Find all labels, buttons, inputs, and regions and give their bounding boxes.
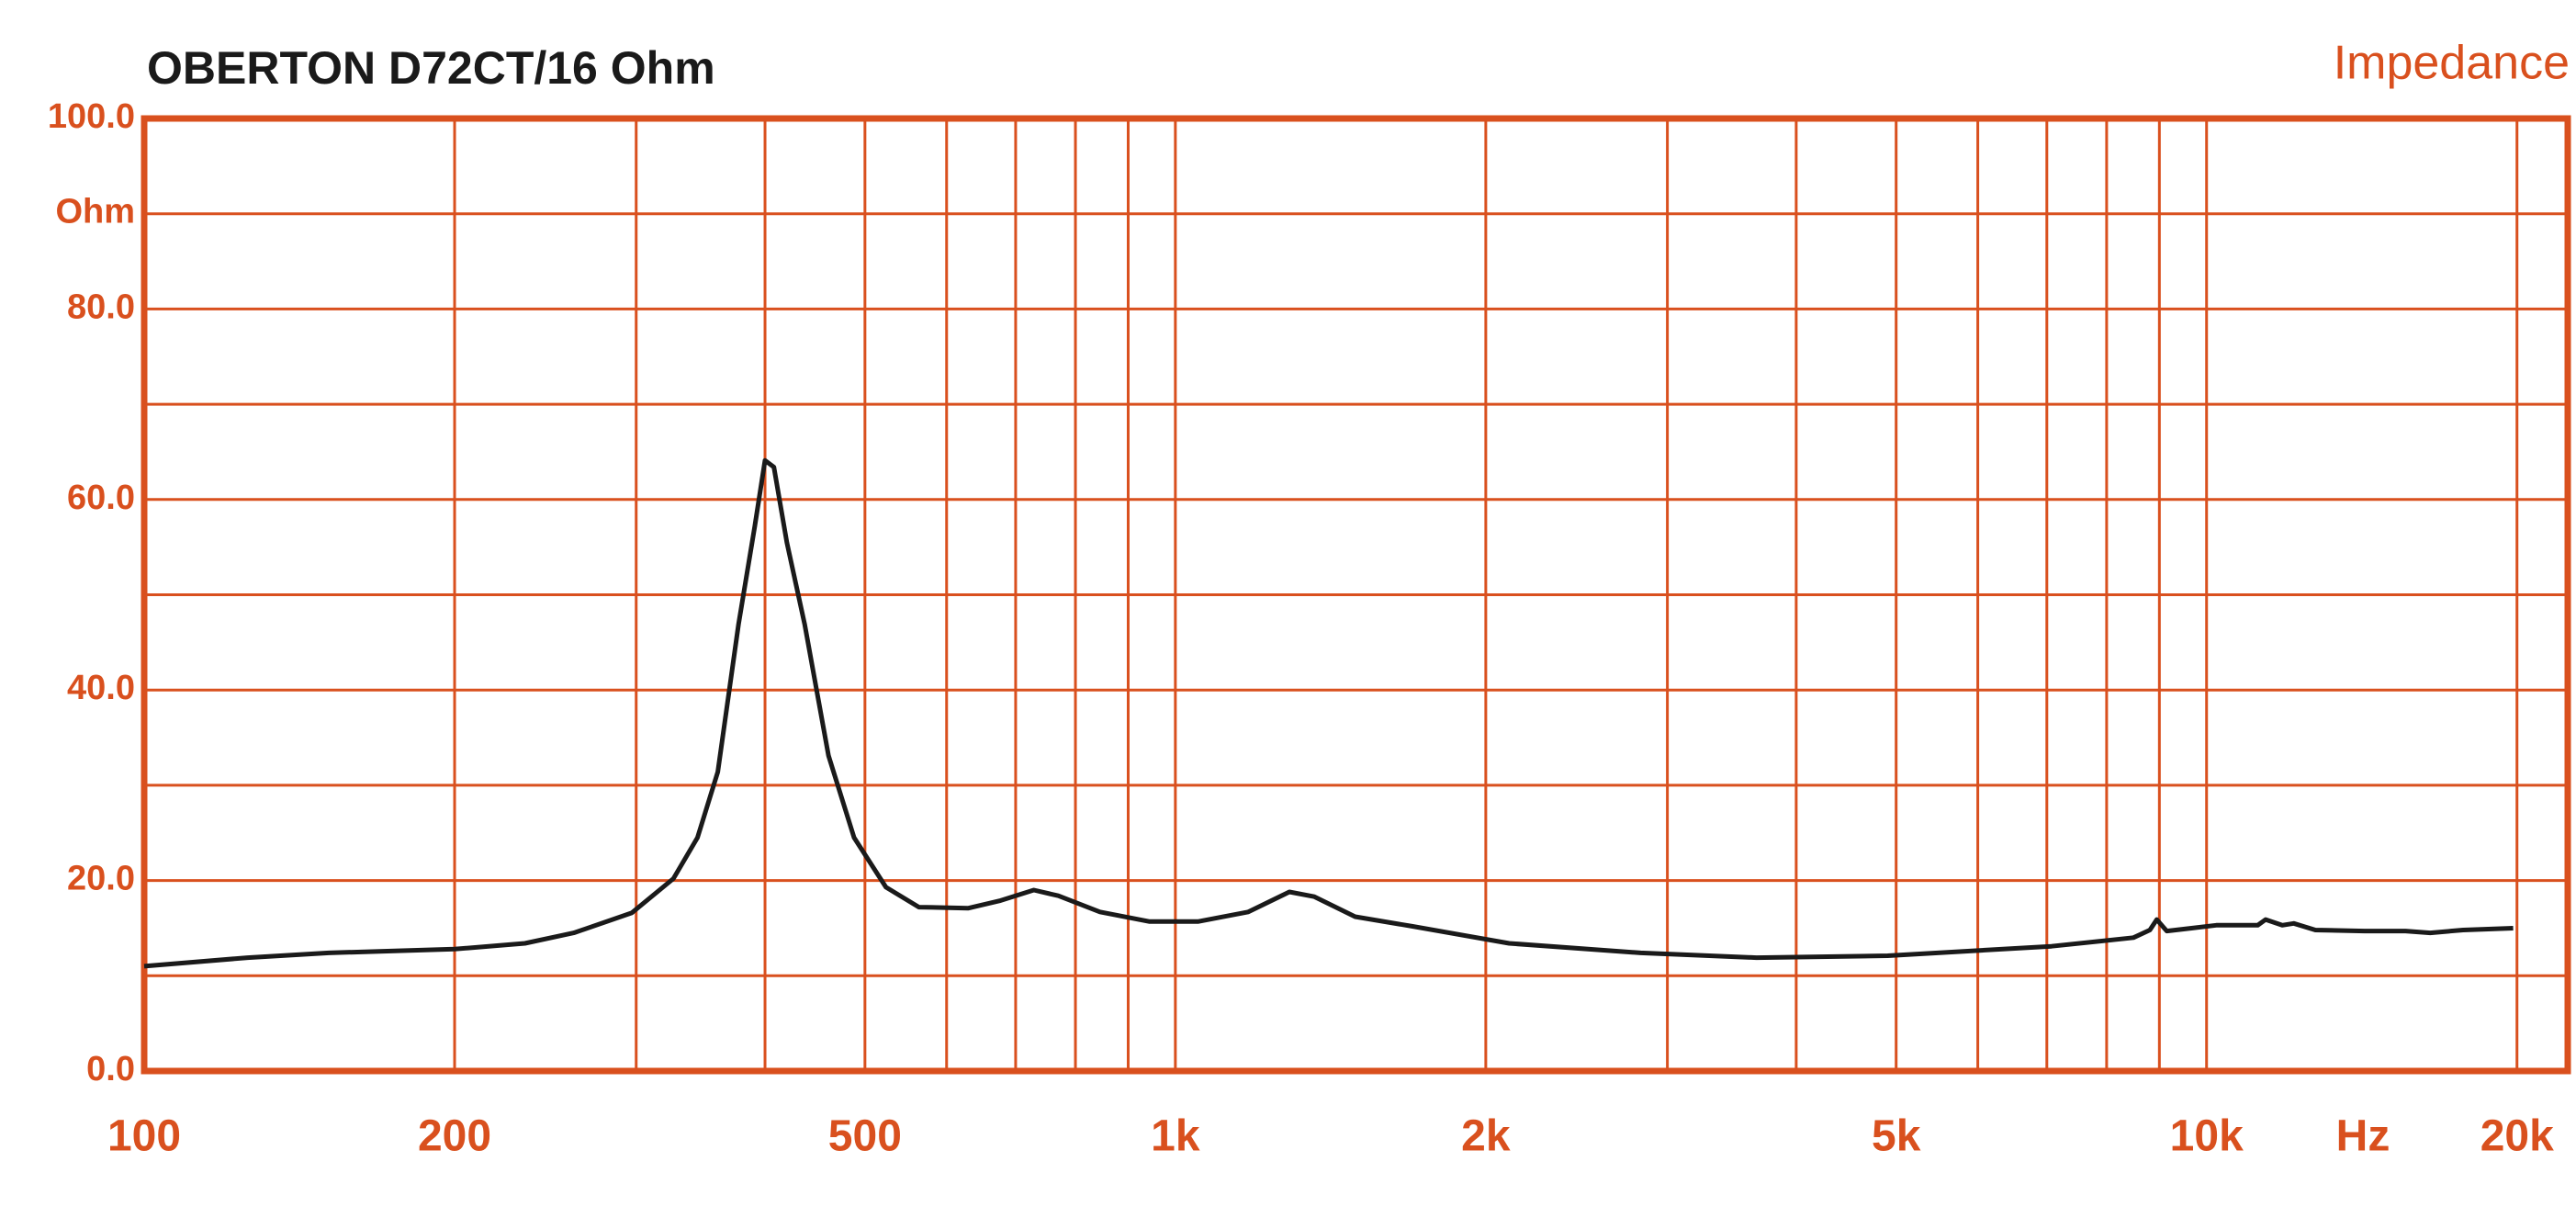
x-tick-label: 500 xyxy=(828,1112,902,1161)
y-tick-label: 20.0 xyxy=(67,860,135,898)
y-tick-label: 80.0 xyxy=(67,288,135,326)
x-tick-label: 10k xyxy=(2170,1112,2244,1161)
x-tick-label: 1k xyxy=(1151,1112,1200,1161)
legend-entry: Impedance xyxy=(2334,37,2570,90)
x-tick-label: 100 xyxy=(107,1112,181,1161)
x-tick-label: 2k xyxy=(1461,1112,1511,1161)
y-tick-label: 60.0 xyxy=(67,479,135,517)
y-tick-label: Ohm xyxy=(55,193,135,231)
x-tick-label: 200 xyxy=(418,1112,491,1161)
y-tick-label: 100.0 xyxy=(48,97,135,136)
x-tick-label: 20k xyxy=(2480,1112,2554,1161)
impedance-curve xyxy=(143,457,2514,969)
y-tick-label: 0.0 xyxy=(86,1050,135,1088)
y-tick-label: 40.0 xyxy=(67,669,135,707)
x-tick-label: 5k xyxy=(1872,1112,1921,1161)
chart-title: OBERTON D72CT/16 Ohm xyxy=(147,42,715,94)
x-axis-label: Hz xyxy=(2336,1112,2390,1161)
plot-border xyxy=(141,115,2571,1075)
